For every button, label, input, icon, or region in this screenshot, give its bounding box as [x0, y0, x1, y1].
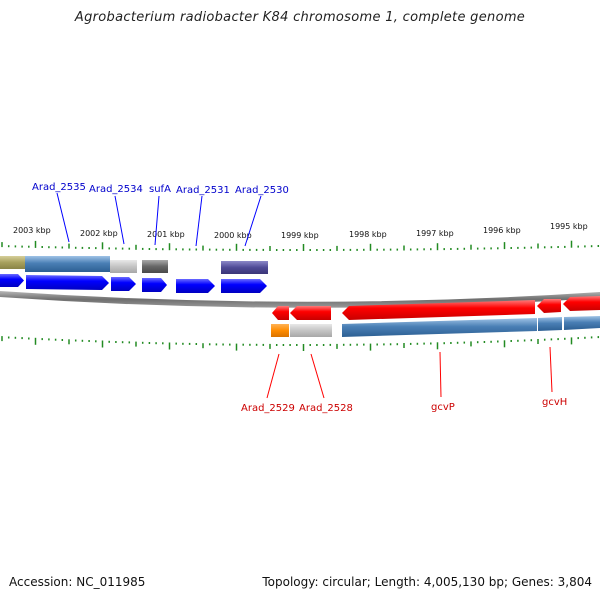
scale-label: 2002 kbp	[80, 229, 118, 238]
scale-ticks-top	[1, 240, 600, 251]
gene-arrow[interactable]	[111, 277, 136, 291]
scale-label: 2001 kbp	[147, 230, 185, 239]
label-leader-line	[439, 351, 442, 398]
gene-arrow[interactable]	[142, 278, 167, 292]
scale-label: 2003 kbp	[13, 226, 51, 235]
label-leader-line	[154, 195, 160, 246]
label-leader-line	[56, 192, 70, 243]
accession-text: Accession: NC_011985	[9, 575, 146, 589]
scale-label: 1999 kbp	[281, 231, 319, 240]
gene-label[interactable]: gcvH	[542, 397, 567, 408]
scale-ticks-bottom	[1, 336, 600, 351]
gene-label[interactable]: Arad_2530	[235, 185, 289, 196]
feature-bar[interactable]	[342, 318, 537, 337]
reverse-gene-labels: Arad_2529 Arad_2528 gcvP gcvH	[241, 346, 567, 414]
forward-gene-labels: Arad_2535 Arad_2534 sufA Arad_2531 Arad_…	[32, 182, 289, 247]
forward-feature-track	[0, 256, 268, 274]
scale-label: 1998 kbp	[349, 230, 387, 239]
label-leader-line	[114, 195, 125, 245]
label-leader-line	[244, 195, 262, 247]
gene-label[interactable]: Arad_2531	[176, 185, 230, 196]
feature-bar[interactable]	[142, 260, 168, 273]
gene-label[interactable]: Arad_2535	[32, 182, 86, 193]
gene-label[interactable]: sufA	[149, 184, 171, 195]
gene-arrow[interactable]	[26, 275, 109, 290]
forward-genes	[0, 274, 267, 293]
gene-arrow[interactable]	[537, 299, 561, 313]
feature-bar[interactable]	[564, 316, 600, 330]
scale-labels: 2003 kbp 2002 kbp 2001 kbp 2000 kbp 1999…	[13, 222, 588, 240]
feature-bar[interactable]	[0, 256, 25, 269]
gene-arrow[interactable]	[272, 306, 289, 320]
scale-label: 1997 kbp	[416, 229, 454, 238]
gene-arrow[interactable]	[0, 274, 24, 287]
gene-arrow[interactable]	[290, 306, 331, 320]
gene-arrow[interactable]	[342, 300, 535, 320]
feature-bar[interactable]	[290, 324, 332, 337]
feature-bar[interactable]	[110, 260, 137, 273]
feature-bar[interactable]	[25, 256, 110, 272]
feature-bar[interactable]	[271, 324, 289, 337]
scale-label: 1995 kbp	[550, 222, 588, 231]
reverse-feature-track	[271, 316, 600, 337]
gene-arrow[interactable]	[221, 279, 267, 293]
page-title: Agrobacterium radiobacter K84 chromosome…	[74, 10, 526, 25]
scale-label: 1996 kbp	[483, 226, 521, 235]
feature-bar[interactable]	[221, 261, 268, 274]
label-leader-line	[195, 195, 203, 247]
reverse-genes	[272, 296, 600, 320]
genome-summary-text: Topology: circular; Length: 4,005,130 bp…	[262, 575, 592, 589]
gene-label[interactable]: Arad_2534	[89, 184, 143, 195]
gene-arrow[interactable]	[563, 296, 600, 311]
feature-bar[interactable]	[538, 317, 562, 331]
gene-arrow[interactable]	[176, 279, 215, 293]
gene-label[interactable]: gcvP	[431, 402, 455, 413]
scale-label: 2000 kbp	[214, 231, 252, 240]
label-leader-line	[549, 346, 553, 393]
label-leader-line	[266, 353, 280, 399]
label-leader-line	[310, 353, 325, 399]
gene-label[interactable]: Arad_2529	[241, 403, 295, 414]
gene-label[interactable]: Arad_2528	[299, 403, 353, 414]
